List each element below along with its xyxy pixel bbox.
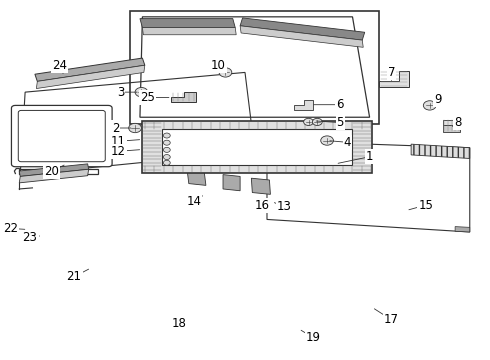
Polygon shape xyxy=(455,226,470,232)
Polygon shape xyxy=(443,120,460,126)
Circle shape xyxy=(304,118,314,126)
Circle shape xyxy=(321,136,333,145)
Text: 21: 21 xyxy=(67,270,81,283)
Polygon shape xyxy=(411,144,470,158)
Circle shape xyxy=(219,68,232,77)
Text: 8: 8 xyxy=(454,116,461,129)
Polygon shape xyxy=(240,18,365,40)
Circle shape xyxy=(313,118,322,126)
Polygon shape xyxy=(251,178,270,194)
Text: 18: 18 xyxy=(172,317,187,330)
Circle shape xyxy=(163,147,170,152)
Text: 12: 12 xyxy=(110,145,125,158)
Text: 20: 20 xyxy=(45,165,59,177)
Text: 14: 14 xyxy=(186,195,201,208)
FancyBboxPatch shape xyxy=(11,105,112,167)
Polygon shape xyxy=(19,169,89,183)
Text: 15: 15 xyxy=(418,199,433,212)
Polygon shape xyxy=(443,126,460,132)
Text: 23: 23 xyxy=(23,231,37,244)
Polygon shape xyxy=(143,28,236,35)
Text: 5: 5 xyxy=(337,116,344,129)
Text: 25: 25 xyxy=(140,91,155,104)
Circle shape xyxy=(135,87,148,97)
Circle shape xyxy=(129,123,142,133)
Polygon shape xyxy=(379,71,409,87)
Text: 11: 11 xyxy=(110,135,125,148)
Text: 4: 4 xyxy=(344,136,351,149)
Text: 6: 6 xyxy=(337,98,344,111)
Text: 19: 19 xyxy=(306,331,321,344)
Circle shape xyxy=(163,140,170,145)
Text: 13: 13 xyxy=(277,201,292,213)
Text: 2: 2 xyxy=(112,122,119,135)
Circle shape xyxy=(163,133,170,138)
Polygon shape xyxy=(36,65,145,89)
Text: 22: 22 xyxy=(3,222,18,235)
Circle shape xyxy=(423,101,436,110)
Polygon shape xyxy=(186,164,206,185)
Polygon shape xyxy=(240,26,363,47)
Polygon shape xyxy=(223,175,240,191)
Polygon shape xyxy=(294,100,314,110)
Text: 1: 1 xyxy=(366,150,373,163)
Polygon shape xyxy=(19,164,89,176)
Text: 7: 7 xyxy=(388,66,395,79)
Polygon shape xyxy=(35,58,145,81)
Circle shape xyxy=(163,154,170,159)
Polygon shape xyxy=(143,121,372,173)
Text: 10: 10 xyxy=(211,59,225,72)
Text: 3: 3 xyxy=(117,86,124,99)
Polygon shape xyxy=(140,19,235,28)
Polygon shape xyxy=(171,92,196,102)
Text: 9: 9 xyxy=(434,93,442,106)
Text: 24: 24 xyxy=(52,59,67,72)
Text: 16: 16 xyxy=(255,199,270,212)
Bar xyxy=(130,12,379,125)
Circle shape xyxy=(163,160,170,165)
Text: 17: 17 xyxy=(384,313,399,327)
Polygon shape xyxy=(162,129,352,165)
